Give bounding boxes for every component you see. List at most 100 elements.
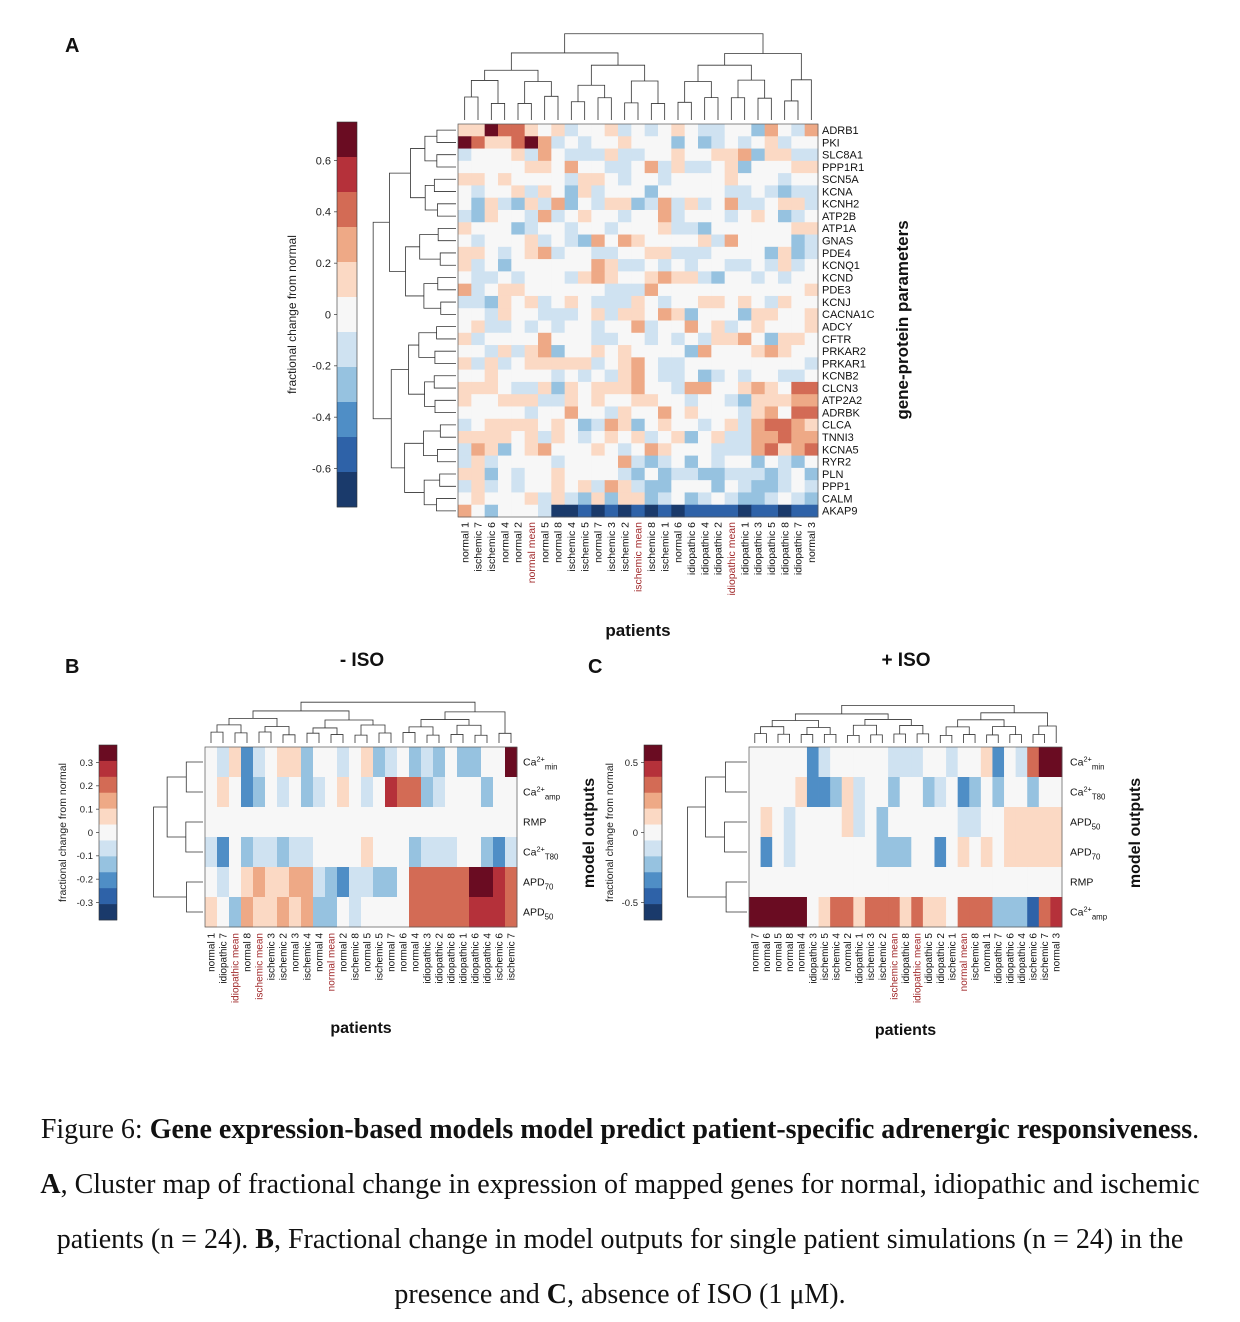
panel-b-heatmap-cell (493, 807, 506, 838)
panel-a-heatmap-cell (751, 136, 766, 149)
panel-c-heatmap-cell (980, 897, 993, 928)
panel-a-heatmap-cell (618, 234, 632, 248)
panel-a-heatmap-cell (711, 197, 726, 211)
panel-a-heatmap-cell (671, 467, 686, 481)
panel-b-heatmap-cell (265, 837, 278, 868)
panel-a-heatmap-cell (498, 234, 512, 248)
panel-a-heatmap-cell (778, 345, 792, 358)
panel-a-heatmap-cell (644, 197, 659, 211)
panel-a-heatmap-cell (578, 234, 592, 248)
panel-a-heatmap-cell (538, 504, 552, 518)
panel-c-column-label: normal 3 (1052, 933, 1063, 972)
panel-a-heatmap-cell (591, 431, 606, 444)
panel-a-heatmap-cell (644, 222, 659, 235)
panel-c-heatmap-cell (876, 837, 889, 868)
panel-a-heatmap-cell (644, 431, 659, 444)
panel-b-dendrogram-link (444, 711, 506, 734)
panel-a-heatmap-cell (804, 160, 819, 174)
panel-b-heatmap-cell (397, 747, 410, 778)
panel-a-heatmap-cell (724, 381, 739, 395)
panel-a-heatmap-cell (564, 209, 579, 223)
panel-a-dendrogram-link (650, 103, 666, 120)
panel-a-heatmap-cell (698, 357, 712, 371)
panel-a-heatmap-cell (644, 467, 659, 481)
panel-c-heatmap-cell (992, 837, 1005, 868)
panel-a-heatmap-cell (458, 345, 472, 358)
panel-b-colorbar-swatch (99, 840, 117, 857)
panel-a-dendrogram-link (424, 185, 438, 211)
panel-a-heatmap-cell (751, 209, 766, 223)
panel-a-heatmap-cell (564, 443, 579, 456)
panel-b-column-label: ischemic 7 (507, 933, 518, 981)
panel-b-column-label: normal 1 (207, 933, 218, 972)
panel-a-heatmap-cell (671, 246, 686, 260)
panel-a-heatmap-cell (751, 197, 766, 211)
panel-a-heatmap-cell (591, 443, 606, 456)
panel-a-heatmap-cell (791, 406, 806, 420)
panel-a-heatmap-cell (658, 308, 672, 321)
panel-a-heatmap-cell (684, 295, 699, 309)
panel-c-heatmap-cell (760, 867, 773, 898)
panel-a-heatmap-cell (618, 197, 632, 211)
panel-a-heatmap-cell (711, 136, 726, 149)
panel-b-heatmap-cell (361, 807, 374, 838)
panel-a-heatmap-cell (551, 271, 566, 285)
panel-a-heatmap-cell (671, 320, 686, 334)
panel-a-heatmap-cell (511, 357, 526, 371)
panel-a-dendrogram-link (372, 221, 392, 420)
panel-b-heatmap-cell (241, 777, 254, 808)
panel-a-heatmap-cell (698, 443, 712, 456)
panel-b-column-label: ischemic 6 (495, 933, 506, 981)
panel-a-heatmap-cell (511, 295, 526, 309)
panel-a-heatmap-cell (458, 357, 472, 371)
panel-a-heatmap-cell (711, 148, 726, 162)
panel-c-heatmap-cell (841, 777, 854, 808)
panel-c-row-label: Ca2+T80 (1070, 785, 1106, 802)
panel-a-heatmap-cell (698, 308, 712, 321)
panel-a-heatmap-cell (684, 431, 699, 444)
panel-a-heatmap-cell (564, 185, 579, 199)
panel-a-heatmap-cell (578, 197, 592, 211)
panel-c-dendrogram-link (957, 719, 1005, 727)
panel-a-heatmap-cell (684, 406, 699, 420)
panel-c-heatmap-cell (946, 807, 959, 838)
panel-c-heatmap-cell (1015, 897, 1028, 928)
panel-a-heatmap-cell (471, 443, 486, 456)
panel-a-column-label: ischemic 3 (606, 522, 618, 572)
panel-b-heatmap-cell (493, 837, 506, 868)
panel-a-heatmap-cell (684, 283, 699, 297)
panel-b-dendrogram-link (324, 719, 374, 728)
panel-a-heatmap-cell (471, 197, 486, 211)
panel-a-heatmap-cell (591, 283, 606, 297)
panel-c-heatmap-cell (806, 807, 819, 838)
panel-a-heatmap-cell (564, 332, 579, 346)
panel-a-heatmap-cell (724, 148, 739, 162)
panel-a-row-label: ADRB1 (822, 125, 859, 137)
panel-a-heatmap-cell (538, 320, 552, 334)
panel-a-heatmap-cell (631, 418, 646, 432)
panel-a-row-label: KCNH2 (822, 199, 859, 211)
panel-b-heatmap-cell (337, 777, 350, 808)
panel-c-column-label: idiopathic 2 (936, 933, 947, 984)
panel-a-heatmap-cell (551, 259, 566, 272)
panel-a-heatmap-cell (751, 148, 766, 162)
panel-a-heatmap-cell (458, 160, 472, 174)
panel-a-heatmap-cell (498, 283, 512, 297)
panel-c-heatmap-cell (969, 747, 982, 778)
panel-a-heatmap-cell (698, 418, 712, 432)
panel-a-heatmap-cell (471, 283, 486, 297)
panel-b-column-label: idiopathic 7 (219, 933, 230, 984)
panel-a-heatmap-cell (631, 246, 646, 260)
panel-b-heatmap-cell (205, 777, 218, 808)
panel-a-heatmap-cell (551, 455, 566, 469)
panel-a-heatmap-cell (471, 160, 486, 174)
panel-b-heatmap-cell (289, 747, 302, 778)
panel-c-heatmap-cell (876, 897, 889, 928)
panel-b-heatmap-cell (481, 777, 494, 808)
panel-a-heatmap-cell (738, 504, 752, 518)
panel-a-heatmap-cell (751, 345, 766, 358)
panel-a-heatmap-cell (684, 271, 699, 285)
panel-a-heatmap-cell (458, 394, 472, 407)
panel-c-dendrogram-link (893, 733, 906, 743)
panel-c-heatmap-cell (1038, 777, 1051, 808)
